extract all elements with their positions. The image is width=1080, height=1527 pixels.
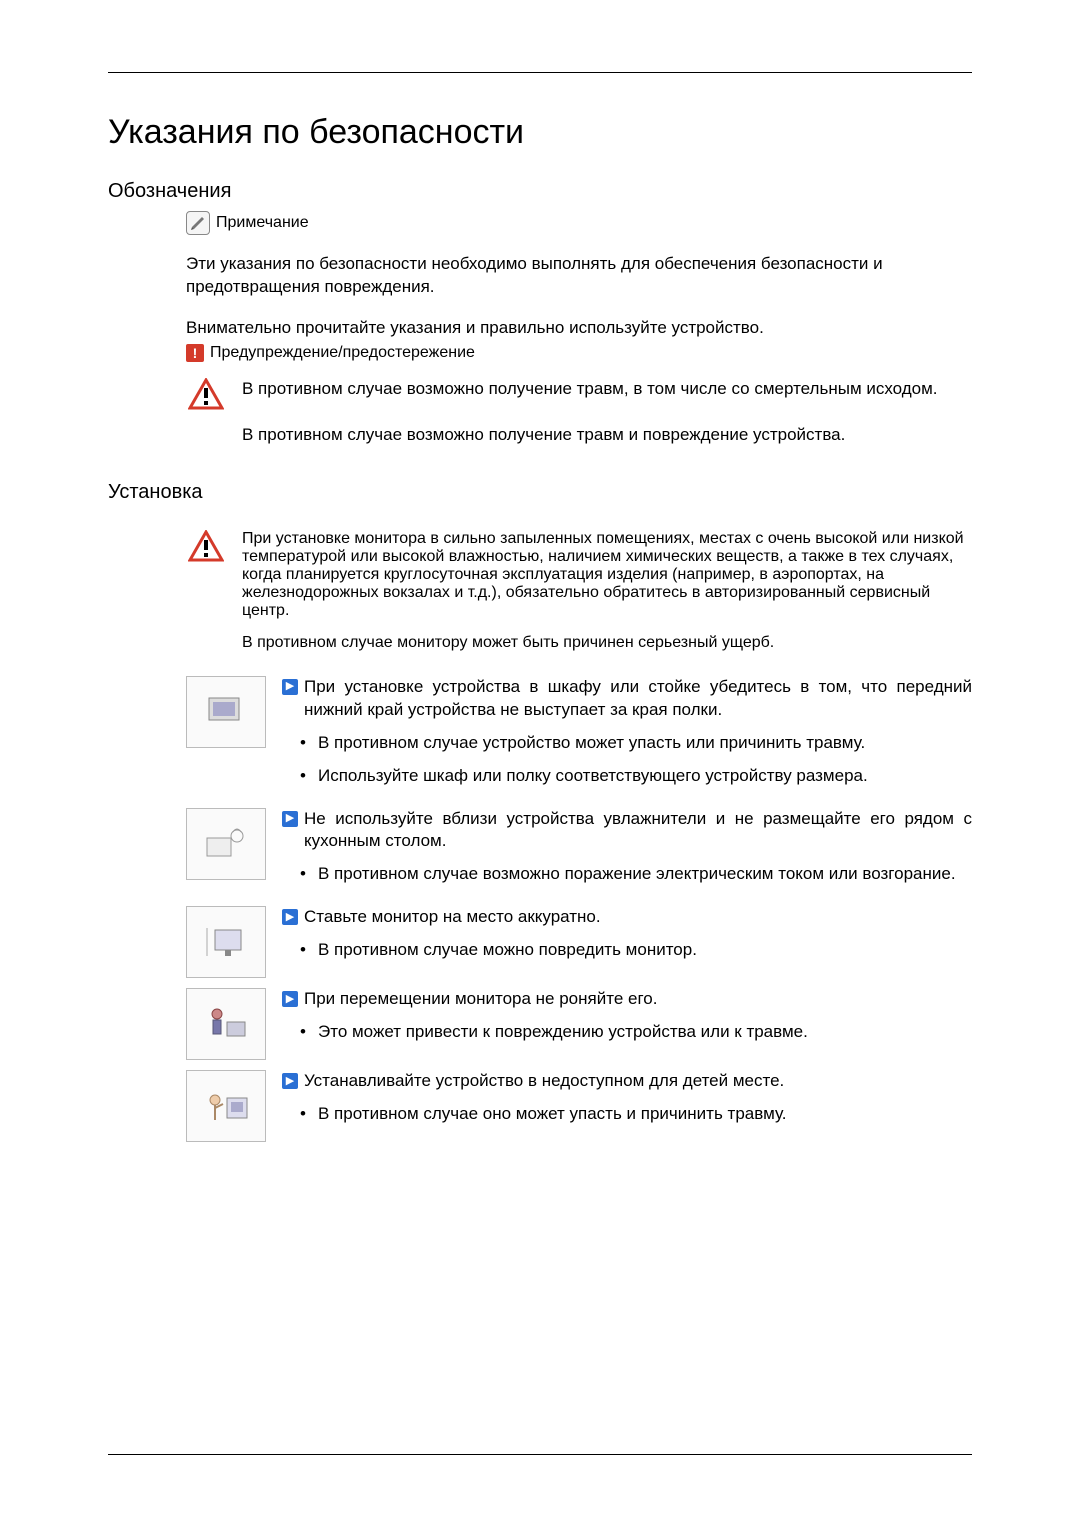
section-install-body: При установке монитора в сильно запыленн… (108, 512, 972, 1143)
bottom-rule (108, 1454, 972, 1455)
install-item-text: ▶ Устанавливайте устройство в недоступно… (282, 1070, 972, 1142)
install-bullets: В противном случае устройство может упас… (282, 732, 972, 788)
warning-row-2: В противном случае возможно получение тр… (186, 424, 972, 447)
install-lead: ▶ При перемещении монитора не роняйте ег… (282, 988, 972, 1011)
section-notation-body: Примечание Эти указания по безопасности … (108, 211, 972, 447)
install-item: ▶ При перемещении монитора не роняйте ег… (186, 988, 972, 1060)
note-label-line: Примечание (186, 211, 972, 235)
install-item: ▶ Ставьте монитор на место аккуратно. В … (186, 906, 972, 978)
install-bullet: В противном случае оно может упасть и пр… (300, 1103, 972, 1126)
install-intro-row-1: При установке монитора в сильно запыленн… (186, 530, 972, 620)
install-lead-text: Не используйте вблизи устройства увлажни… (304, 808, 972, 854)
notation-para-1: Эти указания по безопасности необходимо … (186, 253, 972, 299)
section-notation-heading: Обозначения (108, 180, 972, 203)
install-bullets: В противном случае оно может упасть и пр… (282, 1103, 972, 1126)
install-intro-row-2: В противном случае монитору может быть п… (186, 634, 972, 652)
install-lead: ▶ Не используйте вблизи устройства увлаж… (282, 808, 972, 854)
warning-text-2: В противном случае возможно получение тр… (242, 424, 972, 447)
document-page: Указания по безопасности Обозначения При… (0, 0, 1080, 1527)
install-item: ▶ Устанавливайте устройство в недоступно… (186, 1070, 972, 1142)
install-item: ▶ Не используйте вблизи устройства увлаж… (186, 808, 972, 897)
install-bullets: В противном случае можно повредить монит… (282, 939, 972, 962)
install-item-text: ▶ Ставьте монитор на место аккуратно. В … (282, 906, 972, 978)
section-install-heading: Установка (108, 481, 972, 504)
install-bullets: В противном случае возможно поражение эл… (282, 863, 972, 886)
arrow-icon: ▶ (282, 1073, 298, 1089)
install-bullet: Используйте шкаф или полку соответствующ… (300, 765, 972, 788)
arrow-icon: ▶ (282, 991, 298, 1007)
warning-label-line: ! Предупреждение/предостережение (186, 344, 972, 362)
install-lead-text: Ставьте монитор на место аккуратно. (304, 906, 972, 929)
warning-row-1: В противном случае возможно получение тр… (186, 378, 972, 410)
install-thumbnail-icon (186, 906, 266, 978)
arrow-icon: ▶ (282, 811, 298, 827)
install-bullet: В противном случае можно повредить монит… (300, 939, 972, 962)
install-bullet: Это может привести к повреждению устройс… (300, 1021, 972, 1044)
install-thumbnail-icon (186, 676, 266, 748)
warning-label-text: Предупреждение/предостережение (210, 344, 475, 362)
install-bullets: Это может привести к повреждению устройс… (282, 1021, 972, 1044)
install-lead: ▶ Устанавливайте устройство в недоступно… (282, 1070, 972, 1093)
page-title: Указания по безопасности (108, 113, 972, 152)
warning-triangle-icon (186, 378, 226, 410)
install-lead-text: Устанавливайте устройство в недоступном … (304, 1070, 972, 1093)
warning-triangle-spacer (186, 424, 226, 447)
warning-triangle-spacer (186, 634, 226, 652)
arrow-icon: ▶ (282, 909, 298, 925)
install-item: ▶ При установке устройства в шкафу или с… (186, 676, 972, 798)
install-item-text: ▶ При установке устройства в шкафу или с… (282, 676, 972, 798)
install-lead: ▶ Ставьте монитор на место аккуратно. (282, 906, 972, 929)
install-thumbnail-icon (186, 1070, 266, 1142)
install-item-text: ▶ При перемещении монитора не роняйте ег… (282, 988, 972, 1060)
install-bullet: В противном случае возможно поражение эл… (300, 863, 972, 886)
install-intro-text-2: В противном случае монитору может быть п… (242, 634, 774, 652)
install-lead-text: При установке устройства в шкафу или сто… (304, 676, 972, 722)
install-thumbnail-icon (186, 808, 266, 880)
warning-text-1: В противном случае возможно получение тр… (242, 378, 972, 410)
warning-triangle-icon (186, 530, 226, 620)
notation-para-2: Внимательно прочитайте указания и правил… (186, 317, 972, 340)
top-rule (108, 72, 972, 73)
install-item-text: ▶ Не используйте вблизи устройства увлаж… (282, 808, 972, 897)
arrow-icon: ▶ (282, 679, 298, 695)
install-lead: ▶ При установке устройства в шкафу или с… (282, 676, 972, 722)
install-bullet: В противном случае устройство может упас… (300, 732, 972, 755)
install-lead-text: При перемещении монитора не роняйте его. (304, 988, 972, 1011)
note-label-text: Примечание (216, 214, 309, 232)
install-thumbnail-icon (186, 988, 266, 1060)
note-icon (186, 211, 210, 235)
install-intro-text-1: При установке монитора в сильно запыленн… (242, 530, 972, 620)
warning-square-icon: ! (186, 344, 204, 362)
